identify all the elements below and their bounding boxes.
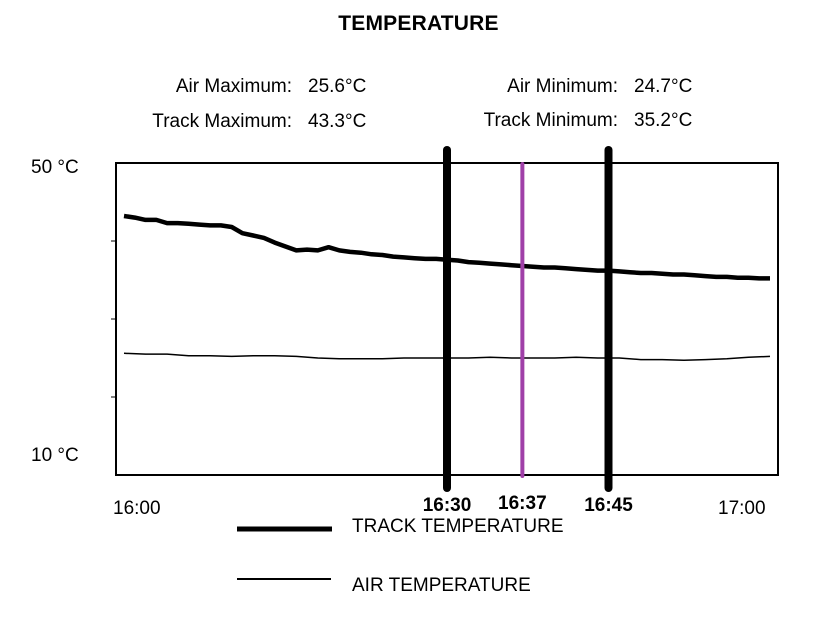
air-min-stat: Air Minimum: 24.7°C xyxy=(458,76,692,98)
legend-air-label: AIR TEMPERATURE xyxy=(352,575,531,596)
track-min-label: Track Minimum: xyxy=(483,110,618,131)
air-max-value: 25.6°C xyxy=(308,76,367,97)
track-min-stat: Track Minimum: 35.2°C xyxy=(458,110,693,132)
legend-track-label: TRACK TEMPERATURE xyxy=(352,516,564,537)
y-axis-bottom-label: 10 °C xyxy=(31,445,79,466)
x-axis-end-label: 17:00 xyxy=(718,498,766,519)
air-min-value: 24.7°C xyxy=(634,76,693,97)
y-axis-top-label: 50 °C xyxy=(31,157,79,178)
track-max-stat: Track Maximum: 43.3°C xyxy=(130,111,366,133)
time-marker-label-1637: 16:37 xyxy=(498,493,547,514)
track-min-value: 35.2°C xyxy=(634,110,693,131)
time-marker-label-1645: 16:45 xyxy=(584,495,633,516)
air-max-stat: Air Maximum: 25.6°C xyxy=(130,76,366,98)
time-marker-label-1630: 16:30 xyxy=(423,495,472,516)
y-axis-ticks xyxy=(111,240,116,398)
track-max-value: 43.3°C xyxy=(308,111,367,132)
air-max-label: Air Maximum: xyxy=(175,76,292,97)
x-axis-start-label: 16:00 xyxy=(113,498,161,519)
track-max-label: Track Maximum: xyxy=(152,111,292,132)
air-min-label: Air Minimum: xyxy=(507,76,618,97)
chart-title: TEMPERATURE xyxy=(338,12,499,35)
